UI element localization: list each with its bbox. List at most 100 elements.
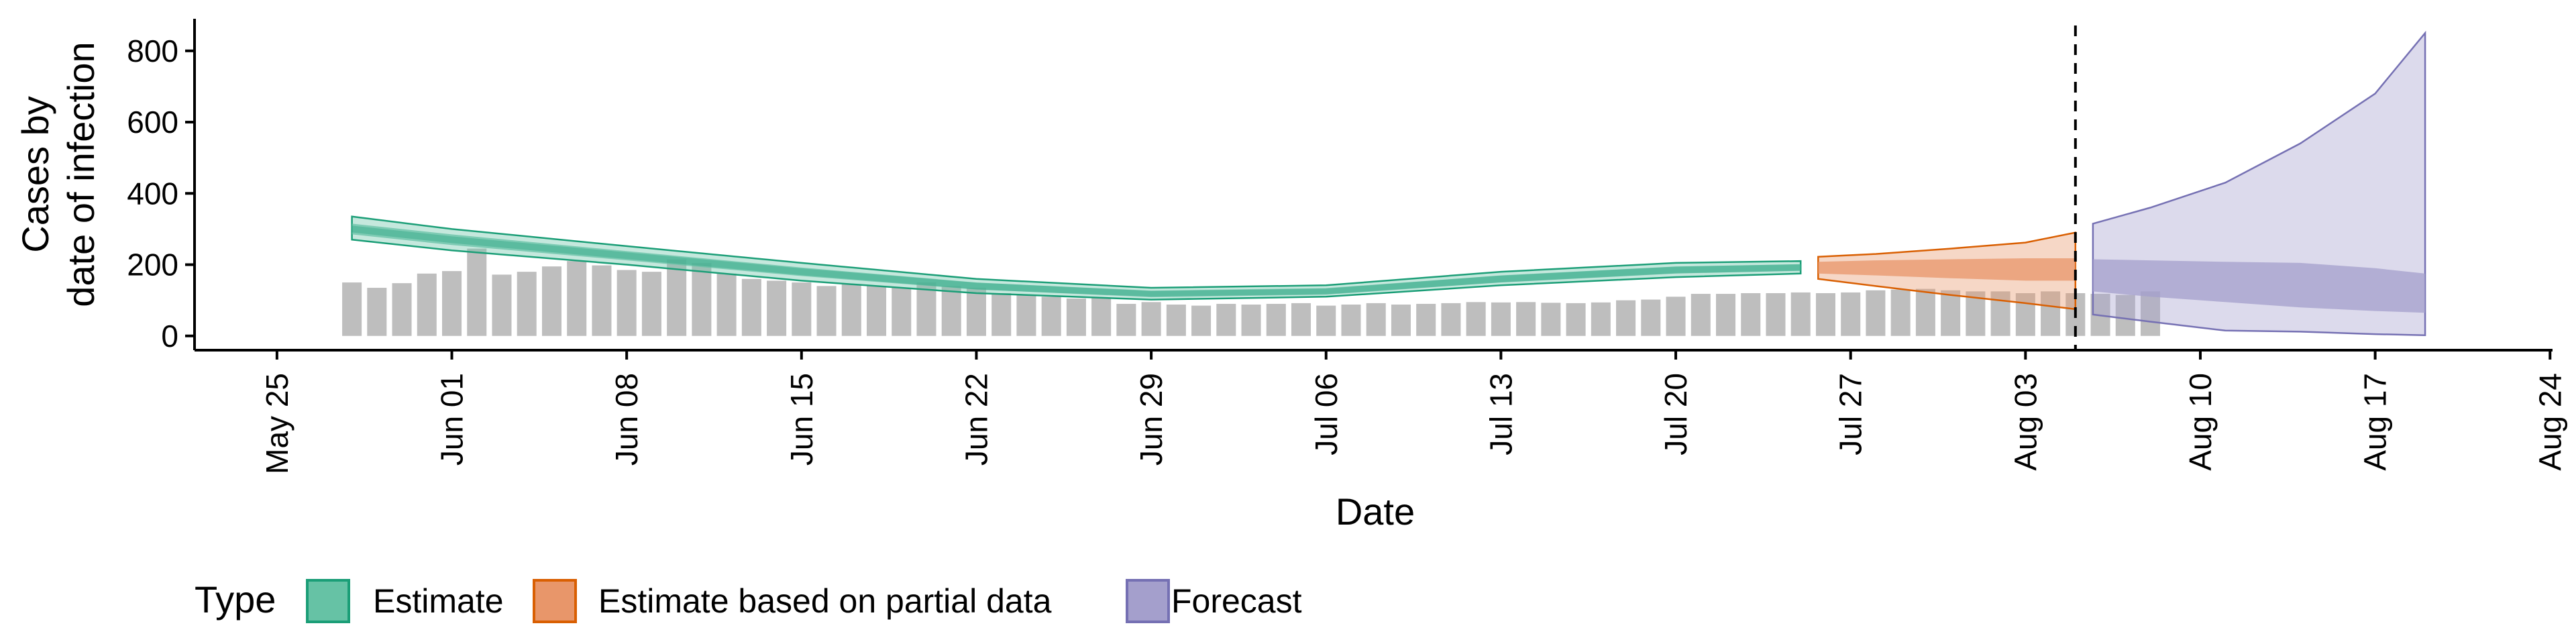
bar-reported-cases: [841, 284, 861, 336]
legend-swatch-estimate: [306, 579, 350, 623]
bar-reported-cases: [1541, 303, 1561, 336]
legend-label-estimate: Estimate: [373, 582, 504, 620]
bar-reported-cases: [616, 270, 637, 336]
bar-reported-cases: [892, 288, 912, 336]
bar-reported-cases: [442, 271, 462, 336]
bar-reported-cases: [1316, 305, 1336, 336]
bar-reported-cases: [1516, 302, 1536, 336]
x-tick-label: May 25: [260, 373, 294, 474]
legend-swatch-forecast: [1126, 579, 1170, 623]
band-inner-forecast: [2092, 259, 2426, 313]
legend-label-partial: Estimate based on partial data: [598, 582, 1052, 620]
bar-reported-cases: [1616, 300, 1636, 336]
bar-reported-cases: [966, 288, 986, 336]
band-outer-forecast: [2092, 30, 2426, 336]
bar-reported-cases: [941, 286, 961, 336]
axes: 0 200 400 600 800 May 25 Jun 01 Jun 08 Jun 15 Ju…: [127, 19, 2567, 474]
x-tick-label: Jun 15: [784, 373, 819, 466]
x-tick-label: Jun 29: [1134, 373, 1169, 466]
bar-reported-cases: [1990, 291, 2010, 336]
band-inner-estimate: [352, 223, 1801, 297]
bar-reported-cases: [467, 248, 487, 336]
bar-reported-cases: [1841, 292, 1861, 336]
x-tick-label: Aug 17: [2358, 373, 2393, 471]
reported-cases-bars: [342, 248, 2161, 336]
bar-reported-cases: [1141, 302, 1161, 336]
bar-reported-cases: [1690, 294, 1711, 336]
bar-reported-cases: [1366, 303, 1386, 336]
bar-reported-cases: [866, 286, 887, 336]
bar-reported-cases: [816, 286, 837, 336]
bar-reported-cases: [767, 280, 787, 336]
bar-reported-cases: [1441, 303, 1461, 336]
bar-reported-cases: [1016, 294, 1036, 336]
x-tick-label: Jul 13: [1483, 373, 1518, 455]
y-tick-label: 0: [161, 319, 178, 354]
bar-reported-cases: [741, 278, 761, 336]
y-tick-label: 800: [127, 34, 178, 68]
bar-reported-cases: [567, 261, 587, 336]
bar-reported-cases: [1715, 294, 1736, 336]
y-axis-title-line-1: Cases by: [14, 96, 56, 252]
bar-reported-cases: [1341, 305, 1361, 336]
bar-reported-cases: [1041, 297, 1061, 336]
bar-reported-cases: [1591, 302, 1611, 336]
bar-reported-cases: [916, 282, 936, 336]
plot-area: [342, 25, 2426, 350]
bar-reported-cases: [667, 259, 687, 336]
x-tick-label: Jun 08: [609, 373, 644, 466]
legend: Type Estimate Estimate based on partial …: [195, 578, 1302, 623]
bar-reported-cases: [1866, 290, 1886, 336]
bar-reported-cases: [1741, 293, 1761, 336]
bar-reported-cases: [1266, 303, 1286, 336]
bar-reported-cases: [1466, 302, 1486, 336]
bar-reported-cases: [1766, 293, 1786, 336]
band-outer-estimate: [351, 215, 1802, 301]
bar-reported-cases: [2140, 291, 2161, 336]
bar-reported-cases: [1416, 303, 1436, 336]
bar-reported-cases: [2041, 291, 2061, 336]
bar-reported-cases: [1941, 290, 1961, 336]
y-tick-label: 400: [127, 176, 178, 211]
x-tick-label: Jun 01: [435, 373, 470, 466]
bar-reported-cases: [1666, 297, 1686, 336]
bar-reported-cases: [2115, 294, 2135, 336]
x-tick-label: Jul 20: [1658, 373, 1693, 455]
median-line-estimate: [352, 225, 1801, 298]
x-axis-ticks: May 25 Jun 01 Jun 08 Jun 15 Jun 22 Jun 29 Jul …: [260, 350, 2567, 474]
legend-label-forecast: Forecast: [1171, 582, 1302, 620]
bar-reported-cases: [716, 273, 737, 336]
bar-reported-cases: [1291, 303, 1311, 336]
bar-reported-cases: [492, 274, 512, 336]
x-tick-label: Jul 27: [1833, 373, 1868, 455]
bar-reported-cases: [692, 262, 712, 336]
bar-reported-cases: [1790, 292, 1811, 336]
bar-reported-cases: [1491, 302, 1511, 336]
bar-reported-cases: [367, 288, 387, 336]
estimate-bands: [351, 30, 2426, 336]
x-tick-label: Jun 22: [959, 373, 994, 466]
bar-reported-cases: [641, 272, 661, 336]
bar-reported-cases: [1815, 293, 1835, 336]
bar-reported-cases: [1116, 303, 1136, 336]
bar-reported-cases: [1091, 297, 1112, 336]
bar-reported-cases: [592, 265, 612, 336]
bar-reported-cases: [392, 283, 412, 336]
bar-reported-cases: [1915, 288, 1935, 336]
bar-reported-cases: [1216, 303, 1236, 336]
x-tick-label: Aug 03: [2008, 373, 2043, 471]
legend-title: Type: [195, 578, 276, 621]
x-tick-label: Jul 06: [1309, 373, 1344, 455]
bar-reported-cases: [1166, 305, 1186, 336]
bar-reported-cases: [1566, 303, 1586, 336]
bar-reported-cases: [2015, 293, 2035, 336]
bar-reported-cases: [991, 293, 1012, 336]
x-tick-label: Aug 24: [2532, 373, 2567, 471]
legend-swatch-partial: [533, 579, 577, 623]
bar-reported-cases: [342, 282, 362, 336]
bar-reported-cases: [1641, 299, 1661, 336]
y-axis-title-line-2: date of infection: [60, 42, 102, 307]
bar-reported-cases: [517, 272, 537, 336]
bar-reported-cases: [541, 266, 561, 336]
